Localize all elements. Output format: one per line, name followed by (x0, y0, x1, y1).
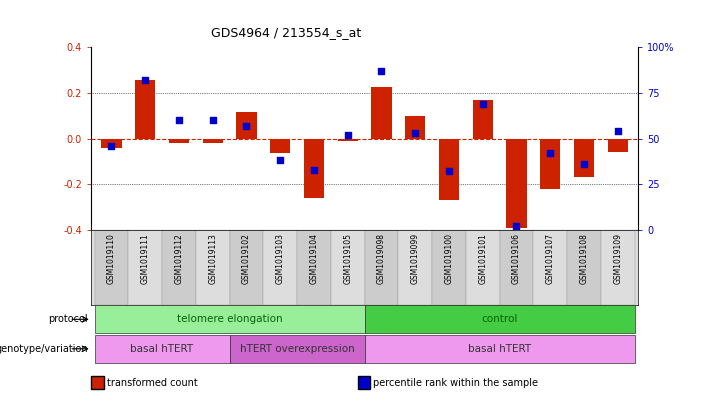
Text: percentile rank within the sample: percentile rank within the sample (373, 378, 538, 388)
Bar (439, 138, 459, 200)
Bar (270, 138, 290, 153)
Bar (365, 335, 634, 363)
Text: GSM1019103: GSM1019103 (275, 233, 285, 284)
Point (545, 150, 556, 156)
Text: GSM1019100: GSM1019100 (444, 233, 454, 284)
Bar (95, 230, 128, 305)
Point (139, 77, 151, 83)
Text: protocol: protocol (48, 314, 88, 324)
Point (612, 128, 623, 134)
Bar (203, 138, 223, 143)
Bar (304, 138, 324, 198)
Point (173, 117, 184, 123)
Bar (465, 230, 500, 305)
Bar (162, 230, 196, 305)
Bar (236, 112, 257, 138)
Text: GSM1019108: GSM1019108 (580, 233, 588, 284)
Text: GSM1019104: GSM1019104 (309, 233, 318, 284)
Bar (196, 230, 229, 305)
Bar (365, 230, 398, 305)
Text: GSM1019106: GSM1019106 (512, 233, 521, 284)
Point (376, 68, 387, 74)
Point (106, 143, 117, 149)
Text: telomere elongation: telomere elongation (177, 314, 283, 324)
Text: control: control (482, 314, 518, 324)
Point (308, 167, 320, 173)
Point (342, 132, 353, 138)
Text: basal hTERT: basal hTERT (468, 344, 531, 354)
Text: GSM1019098: GSM1019098 (377, 233, 386, 284)
Text: GSM1019105: GSM1019105 (343, 233, 352, 284)
Bar (264, 230, 297, 305)
Bar (506, 138, 526, 228)
Bar (540, 138, 560, 189)
Text: GSM1019111: GSM1019111 (141, 233, 149, 284)
Bar (101, 138, 121, 148)
Point (511, 223, 522, 230)
Text: genotype/variation: genotype/variation (0, 344, 88, 354)
Point (207, 117, 218, 123)
Bar (372, 87, 392, 138)
Point (477, 101, 489, 107)
Text: GSM1019112: GSM1019112 (175, 233, 184, 284)
Bar (95, 335, 229, 363)
Text: GSM1019113: GSM1019113 (208, 233, 217, 284)
Text: GSM1019110: GSM1019110 (107, 233, 116, 284)
Bar (229, 335, 365, 363)
Bar (331, 230, 365, 305)
Bar (533, 230, 567, 305)
Text: basal hTERT: basal hTERT (130, 344, 193, 354)
Bar (398, 230, 432, 305)
Bar (169, 138, 189, 143)
Text: hTERT overexpression: hTERT overexpression (240, 344, 355, 354)
Bar (95, 305, 365, 333)
Bar (567, 230, 601, 305)
Text: GSM1019109: GSM1019109 (613, 233, 622, 284)
Point (578, 161, 590, 167)
Point (443, 168, 454, 174)
Bar (472, 100, 493, 138)
Bar (135, 80, 155, 138)
Bar (128, 230, 162, 305)
Text: transformed count: transformed count (107, 378, 197, 388)
Bar (601, 230, 634, 305)
Text: GSM1019099: GSM1019099 (411, 233, 420, 284)
Bar (297, 230, 331, 305)
Point (240, 123, 252, 129)
Text: GDS4964 / 213554_s_at: GDS4964 / 213554_s_at (212, 26, 362, 39)
Bar (337, 138, 358, 141)
Bar (229, 230, 264, 305)
Point (275, 157, 286, 163)
Bar (500, 230, 533, 305)
Bar (574, 138, 594, 177)
Point (409, 130, 421, 136)
Text: GSM1019107: GSM1019107 (545, 233, 554, 284)
Bar (365, 305, 634, 333)
Bar (432, 230, 465, 305)
Bar (608, 138, 628, 152)
Text: GSM1019101: GSM1019101 (478, 233, 487, 284)
Bar (405, 116, 426, 138)
Text: GSM1019102: GSM1019102 (242, 233, 251, 284)
